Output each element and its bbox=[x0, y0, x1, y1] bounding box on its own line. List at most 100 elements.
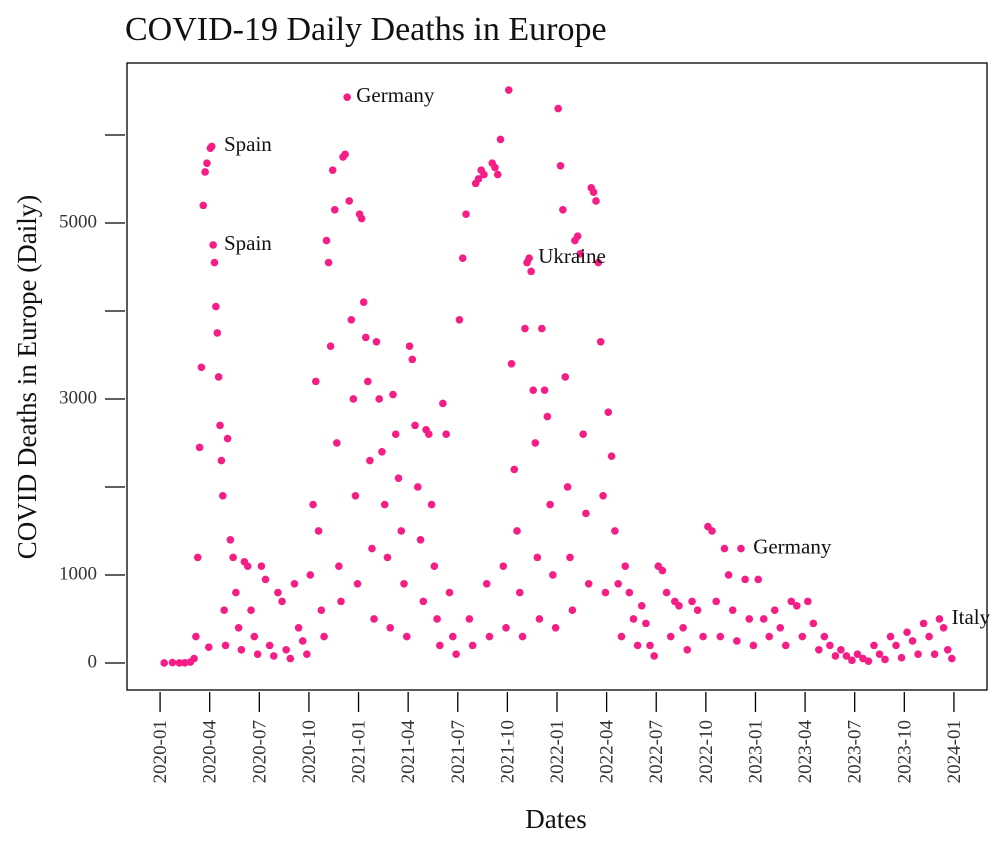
y-axis-label: COVID Deaths in Europe (Daily) bbox=[12, 195, 42, 559]
point bbox=[226, 535, 235, 544]
point bbox=[416, 535, 425, 544]
point bbox=[203, 159, 211, 167]
x-tick-label: 2020-01 bbox=[150, 720, 171, 783]
point bbox=[213, 329, 222, 337]
annotation: Spain bbox=[224, 132, 272, 156]
point bbox=[201, 168, 209, 176]
point bbox=[383, 553, 392, 562]
point bbox=[491, 163, 499, 172]
point bbox=[290, 579, 299, 588]
point bbox=[527, 267, 535, 276]
point bbox=[886, 632, 895, 641]
point bbox=[197, 363, 206, 372]
point bbox=[335, 562, 343, 570]
point bbox=[217, 456, 226, 465]
point bbox=[234, 623, 243, 632]
point bbox=[391, 430, 400, 438]
annotation: Italy bbox=[952, 605, 991, 629]
point bbox=[724, 571, 733, 579]
point bbox=[787, 597, 796, 606]
point bbox=[212, 302, 220, 311]
point bbox=[881, 655, 889, 664]
point bbox=[493, 170, 502, 179]
x-tick-label: 2020-07 bbox=[249, 720, 270, 783]
point bbox=[496, 135, 505, 144]
x-tick-label: 2021-01 bbox=[349, 720, 370, 783]
point bbox=[897, 653, 906, 662]
point bbox=[320, 632, 328, 641]
point bbox=[349, 395, 358, 403]
point bbox=[733, 637, 741, 645]
point bbox=[214, 373, 223, 381]
point bbox=[333, 439, 341, 447]
point bbox=[190, 654, 198, 663]
point bbox=[831, 652, 840, 660]
chart-title: COVID-19 Daily Deaths in Europe bbox=[125, 11, 607, 48]
point bbox=[247, 606, 255, 614]
point bbox=[168, 658, 177, 667]
point bbox=[330, 205, 339, 214]
point bbox=[759, 615, 768, 623]
point bbox=[521, 324, 529, 333]
point bbox=[576, 249, 585, 258]
point bbox=[688, 597, 696, 606]
point bbox=[646, 641, 654, 650]
point bbox=[848, 656, 856, 665]
point bbox=[637, 601, 646, 610]
point bbox=[561, 373, 570, 381]
annotation: Spain bbox=[224, 231, 272, 255]
x-tick-label: 2022-01 bbox=[547, 720, 568, 783]
point bbox=[592, 197, 600, 205]
point bbox=[357, 214, 366, 223]
x-tick-label: 2023-01 bbox=[745, 720, 766, 783]
point bbox=[770, 606, 779, 614]
point bbox=[425, 430, 433, 438]
point bbox=[343, 93, 351, 101]
point bbox=[540, 386, 549, 394]
point bbox=[433, 615, 441, 623]
point bbox=[776, 623, 785, 632]
point bbox=[427, 500, 436, 509]
point bbox=[781, 641, 790, 650]
point bbox=[345, 197, 354, 205]
point bbox=[507, 359, 516, 368]
point bbox=[286, 654, 295, 663]
point bbox=[518, 632, 527, 641]
point bbox=[662, 588, 671, 597]
point bbox=[312, 377, 320, 386]
point bbox=[452, 650, 460, 658]
point bbox=[543, 412, 552, 421]
point bbox=[294, 623, 303, 632]
point bbox=[465, 615, 474, 623]
point bbox=[815, 645, 823, 654]
x-tick-label: 2021-04 bbox=[398, 720, 419, 784]
point bbox=[699, 632, 707, 641]
point bbox=[502, 623, 510, 632]
point bbox=[754, 575, 763, 584]
point bbox=[309, 500, 317, 509]
y-tick-label: 1000 bbox=[59, 563, 97, 584]
point bbox=[485, 632, 494, 641]
point bbox=[642, 619, 650, 628]
point bbox=[265, 641, 274, 650]
point bbox=[510, 465, 519, 474]
point bbox=[411, 421, 419, 430]
point bbox=[599, 491, 607, 500]
point bbox=[633, 641, 642, 650]
point bbox=[499, 562, 508, 570]
point bbox=[589, 188, 598, 196]
point bbox=[445, 588, 454, 597]
point bbox=[533, 553, 542, 562]
point bbox=[181, 659, 189, 667]
point bbox=[207, 142, 216, 151]
point bbox=[449, 632, 457, 641]
point bbox=[353, 579, 362, 588]
point bbox=[192, 632, 200, 641]
point bbox=[220, 606, 228, 614]
point bbox=[903, 628, 911, 636]
point bbox=[650, 652, 658, 660]
point bbox=[221, 641, 230, 650]
point bbox=[614, 579, 622, 588]
